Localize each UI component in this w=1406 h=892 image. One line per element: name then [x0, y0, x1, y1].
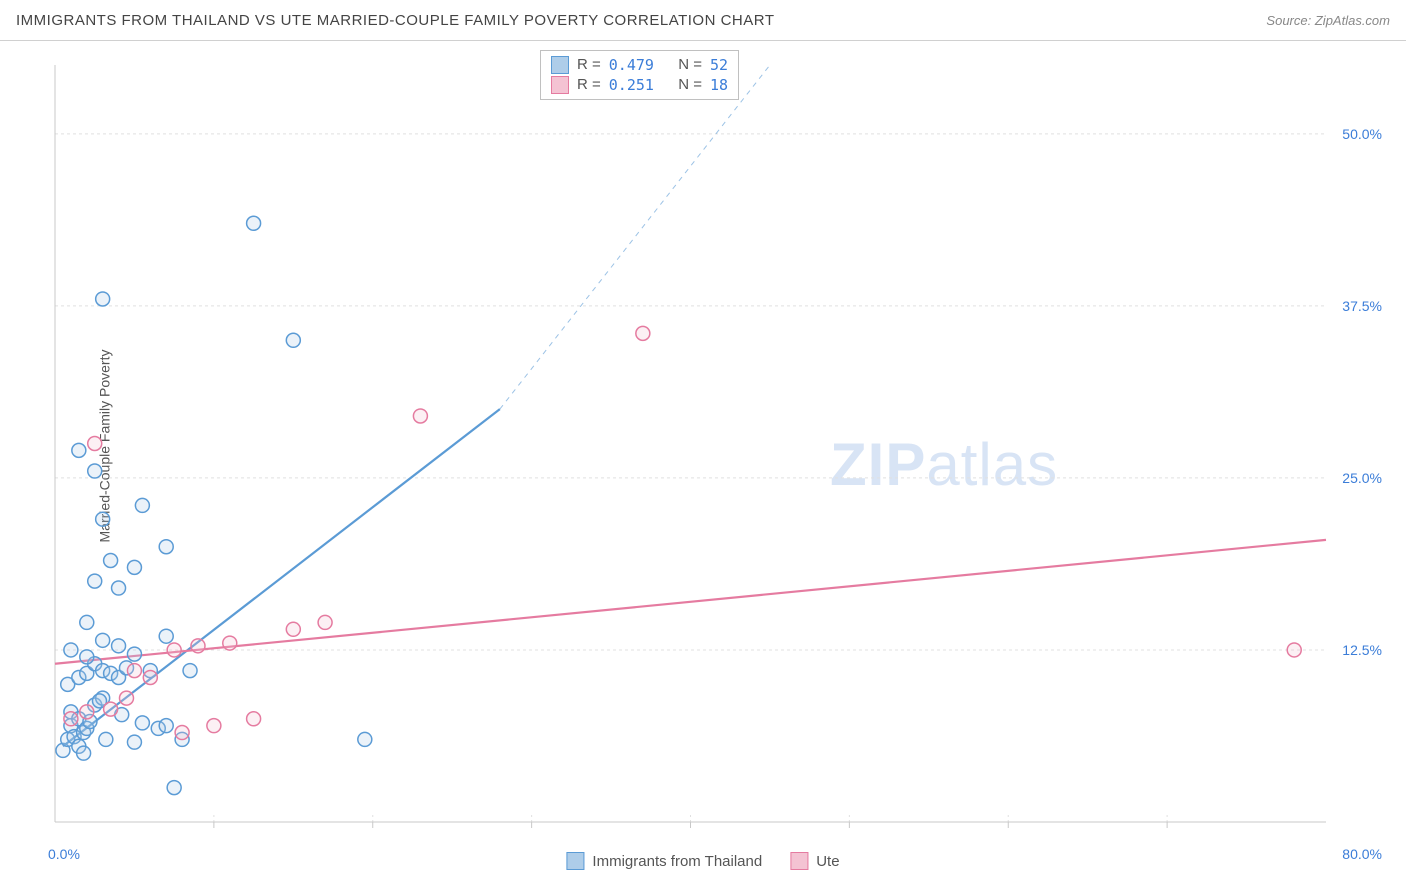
stat-r-label-1: R =	[577, 55, 601, 75]
legend-label-2: Ute	[816, 853, 839, 870]
stat-r-value-1: 0.479	[609, 55, 654, 75]
y-tick-0: 12.5%	[1342, 642, 1382, 658]
stat-n-value-2: 18	[710, 75, 728, 95]
bottom-legend: Immigrants from Thailand Ute	[566, 852, 839, 870]
legend-item-1: Immigrants from Thailand	[566, 852, 762, 870]
y-tick-3: 50.0%	[1342, 126, 1382, 142]
stats-row-series-2: R = 0.251 N = 18	[551, 75, 728, 95]
swatch-series-1	[551, 56, 569, 74]
source-attribution: Source: ZipAtlas.com	[1266, 13, 1390, 28]
source-name: ZipAtlas.com	[1315, 13, 1390, 28]
legend-swatch-2	[790, 852, 808, 870]
stat-n-label-2: N =	[678, 75, 702, 95]
stat-r-label-2: R =	[577, 75, 601, 95]
swatch-series-2	[551, 76, 569, 94]
stat-n-label-1: N =	[678, 55, 702, 75]
y-tick-1: 25.0%	[1342, 470, 1382, 486]
legend-item-2: Ute	[790, 852, 839, 870]
chart-title: IMMIGRANTS FROM THAILAND VS UTE MARRIED-…	[16, 12, 775, 29]
stat-n-value-1: 52	[710, 55, 728, 75]
stats-legend-box: R = 0.479 N = 52 R = 0.251 N = 18	[540, 50, 739, 100]
stats-row-series-1: R = 0.479 N = 52	[551, 55, 728, 75]
y-tick-2: 37.5%	[1342, 298, 1382, 314]
legend-label-1: Immigrants from Thailand	[592, 853, 762, 870]
title-bar: IMMIGRANTS FROM THAILAND VS UTE MARRIED-…	[0, 0, 1406, 41]
stat-r-value-2: 0.251	[609, 75, 654, 95]
legend-swatch-1	[566, 852, 584, 870]
chart-container: IMMIGRANTS FROM THAILAND VS UTE MARRIED-…	[0, 0, 1406, 892]
x-tick-max: 80.0%	[1342, 846, 1382, 862]
source-label: Source:	[1266, 13, 1311, 28]
x-tick-min: 0.0%	[48, 846, 80, 862]
scatter-plot	[50, 50, 1386, 837]
